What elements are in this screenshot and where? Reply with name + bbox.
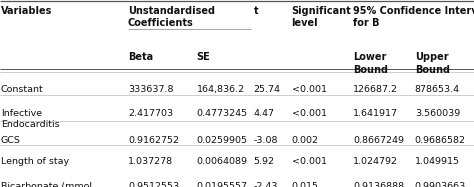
Text: 25.74: 25.74 — [254, 85, 281, 94]
Text: Unstandardised
Coefficients: Unstandardised Coefficients — [128, 6, 215, 28]
Text: Constant: Constant — [1, 85, 44, 94]
Text: 0.8667249: 0.8667249 — [353, 136, 404, 145]
Text: Significant
level: Significant level — [292, 6, 351, 28]
Text: 0.015: 0.015 — [292, 182, 319, 187]
Text: -3.08: -3.08 — [254, 136, 278, 145]
Text: 1.049915: 1.049915 — [415, 157, 460, 166]
Text: 0.9903663: 0.9903663 — [415, 182, 466, 187]
Text: -2.43: -2.43 — [254, 182, 278, 187]
Text: 0.002: 0.002 — [292, 136, 319, 145]
Text: Length of stay: Length of stay — [1, 157, 69, 166]
Text: 164,836.2: 164,836.2 — [197, 85, 245, 94]
Text: SE: SE — [197, 52, 210, 62]
Text: GCS: GCS — [1, 136, 21, 145]
Text: 5.92: 5.92 — [254, 157, 274, 166]
Text: 4.47: 4.47 — [254, 109, 274, 118]
Text: Lower
Bound: Lower Bound — [353, 52, 388, 75]
Text: 0.0195557: 0.0195557 — [197, 182, 248, 187]
Text: <0.001: <0.001 — [292, 157, 327, 166]
Text: 0.9136888: 0.9136888 — [353, 182, 404, 187]
Text: 1.641917: 1.641917 — [353, 109, 398, 118]
Text: 0.0259905: 0.0259905 — [197, 136, 248, 145]
Text: <0.001: <0.001 — [292, 85, 327, 94]
Text: 0.9162752: 0.9162752 — [128, 136, 179, 145]
Text: <0.001: <0.001 — [292, 109, 327, 118]
Text: 1.037278: 1.037278 — [128, 157, 173, 166]
Text: Beta: Beta — [128, 52, 153, 62]
Text: 3.560039: 3.560039 — [415, 109, 460, 118]
Text: 0.9512553: 0.9512553 — [128, 182, 179, 187]
Text: Infective
Endocarditis: Infective Endocarditis — [1, 109, 60, 129]
Text: 2.417703: 2.417703 — [128, 109, 173, 118]
Text: Variables: Variables — [1, 6, 52, 16]
Text: Upper
Bound: Upper Bound — [415, 52, 450, 75]
Text: Bicarbonate (mmol
per litre): Bicarbonate (mmol per litre) — [1, 182, 92, 187]
Text: 95% Confidence Interval
for B: 95% Confidence Interval for B — [353, 6, 474, 28]
Text: 1.024792: 1.024792 — [353, 157, 398, 166]
Text: 878653.4: 878653.4 — [415, 85, 460, 94]
Text: t: t — [254, 6, 258, 16]
Text: 0.4773245: 0.4773245 — [197, 109, 248, 118]
Text: 333637.8: 333637.8 — [128, 85, 173, 94]
Text: 0.0064089: 0.0064089 — [197, 157, 248, 166]
Text: 126687.2: 126687.2 — [353, 85, 398, 94]
Text: 0.9686582: 0.9686582 — [415, 136, 466, 145]
